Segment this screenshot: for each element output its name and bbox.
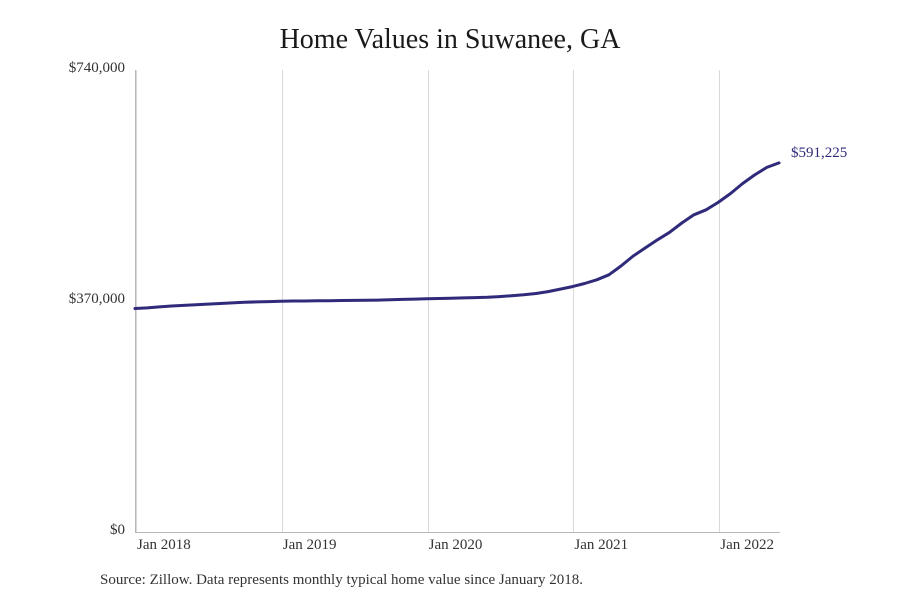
line-series [0,0,900,600]
chart-container: Home Values in Suwanee, GA Source: Zillo… [0,0,900,600]
end-value-label: $591,225 [791,145,847,162]
